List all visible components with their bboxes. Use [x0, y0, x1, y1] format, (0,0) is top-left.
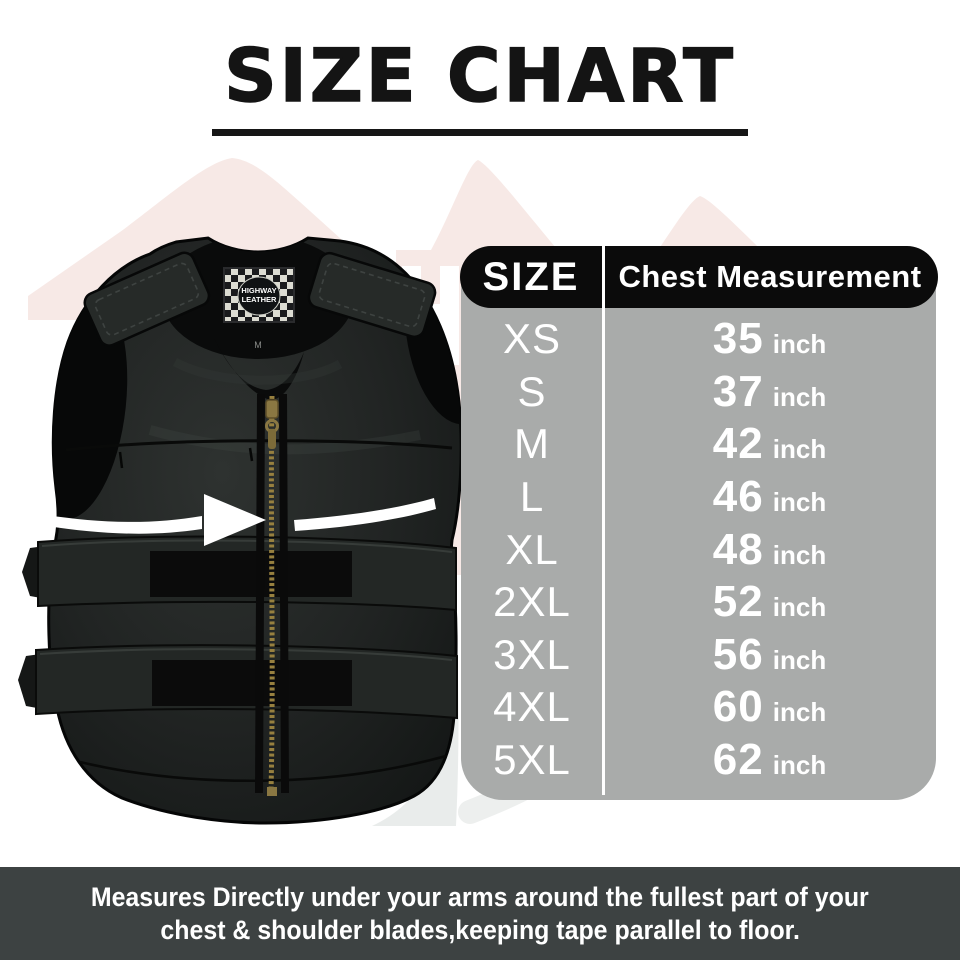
measurement-column-header: Chest Measurement [618, 259, 922, 294]
chest-value: 48 [712, 524, 764, 574]
measurement-cell: 56 inch [603, 630, 936, 680]
arrowhead [204, 494, 266, 546]
size-table: XS 35 inch S 37 inch M 42 inch L 4 [460, 246, 938, 800]
lower-velcro [152, 660, 352, 706]
title-underline [212, 129, 748, 136]
zipper-stop [267, 787, 277, 796]
measurement-cell: 46 inch [603, 472, 936, 522]
table-row: L 46 inch [461, 471, 936, 524]
measurement-cell: 60 inch [603, 682, 936, 732]
size-table-header: SIZE Chest Measurement [460, 246, 938, 308]
size-tag: M [254, 340, 262, 350]
chest-value: 35 [712, 314, 764, 364]
chest-value: 42 [712, 419, 764, 469]
unit-label: inch [772, 697, 827, 728]
table-row: 5XL 62 inch [461, 734, 936, 787]
unit-label: inch [772, 592, 827, 623]
right-shoulder-flap [307, 251, 437, 339]
seam-stitches [118, 447, 254, 469]
chest-value: 60 [712, 682, 764, 732]
measurement-cell: 62 inch [603, 735, 936, 785]
table-row: 3XL 56 inch [461, 628, 936, 681]
chest-value: 62 [712, 734, 764, 784]
measurement-cell: 35 inch [603, 314, 936, 364]
size-table-body: XS 35 inch S 37 inch M 42 inch L 4 [461, 277, 936, 800]
upper-strap [22, 535, 457, 612]
unit-label: inch [772, 381, 827, 412]
size-cell: L [519, 472, 545, 520]
brand-label-line2: LEATHER [242, 295, 277, 304]
size-cell: 3XL [493, 630, 571, 678]
vest-illustration: HIGHWAY LEATHER M [18, 236, 463, 825]
lower-strap [18, 644, 458, 720]
left-shoulder-flap [83, 251, 211, 347]
size-cell: 5XL [493, 735, 571, 783]
zipper-slider [265, 399, 279, 419]
size-cell: XS [502, 315, 562, 363]
table-row: XL 48 inch [461, 523, 936, 576]
size-cell: M [514, 420, 550, 468]
unit-label: inch [772, 644, 827, 675]
brand-label: HIGHWAY LEATHER [223, 267, 295, 323]
table-row: 4XL 60 inch [461, 681, 936, 734]
table-row: M 42 inch [461, 418, 936, 471]
unit-label: inch [772, 434, 827, 465]
neck-shadow [172, 357, 343, 385]
unit-label: inch [772, 486, 827, 517]
zipper [255, 393, 289, 796]
unit-label: inch [772, 749, 827, 780]
instructions-line-1: Measures Directly under your arms around… [91, 881, 869, 912]
size-cell: S [517, 367, 547, 415]
brand-label-line1: HIGHWAY [241, 286, 276, 295]
chest-value: 56 [712, 629, 764, 679]
neckline-v [214, 338, 304, 400]
size-cell: XL [505, 525, 559, 573]
column-divider [602, 246, 605, 795]
table-row: XS 35 inch [461, 313, 936, 366]
table-row: S 37 inch [461, 366, 936, 419]
unit-label: inch [772, 329, 827, 360]
measurement-cell: 48 inch [603, 525, 936, 575]
measurement-arrow [46, 494, 436, 546]
size-cell: 2XL [493, 578, 571, 626]
chest-value: 52 [712, 577, 764, 627]
measurement-cell: 37 inch [603, 367, 936, 417]
table-row: 2XL 52 inch [461, 576, 936, 629]
zipper-pull [268, 429, 276, 449]
chest-value: 46 [712, 471, 764, 521]
size-cell: 4XL [493, 683, 571, 731]
measuring-instructions-bar: Measures Directly under your arms around… [0, 867, 960, 960]
upper-velcro [150, 551, 352, 597]
measurement-cell: 42 inch [603, 419, 936, 469]
measurement-cell: 52 inch [603, 577, 936, 627]
size-column-header: SIZE [482, 254, 580, 299]
instructions-line-2: chest & shoulder blades,keeping tape par… [160, 915, 800, 945]
unit-label: inch [772, 539, 827, 570]
page-title: SIZE CHART [223, 34, 736, 119]
chest-value: 37 [712, 366, 764, 416]
